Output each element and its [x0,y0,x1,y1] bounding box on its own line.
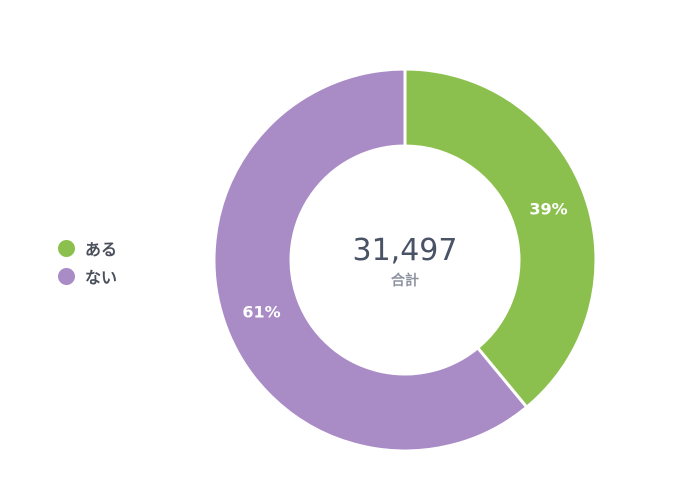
slice-label-aru: 39% [529,199,567,218]
legend-label-aru: ある [85,240,118,259]
center-total-label: 合計 [391,272,419,289]
legend-item-aru[interactable]: ある [58,234,117,262]
slice-label-nai: 61% [242,303,280,322]
legend-swatch-nai [58,267,75,285]
slice-nai[interactable] [212,67,529,453]
slice-aru[interactable] [403,67,598,410]
legend-label-nai: ない [85,268,118,287]
legend-item-nai[interactable]: ない [58,262,117,290]
legend: ある ない [58,234,117,290]
slice-labels: 39% 61% [242,199,567,321]
center-total-value: 31,497 [353,233,458,268]
donut-slices [212,67,598,453]
legend-swatch-aru [58,239,75,257]
